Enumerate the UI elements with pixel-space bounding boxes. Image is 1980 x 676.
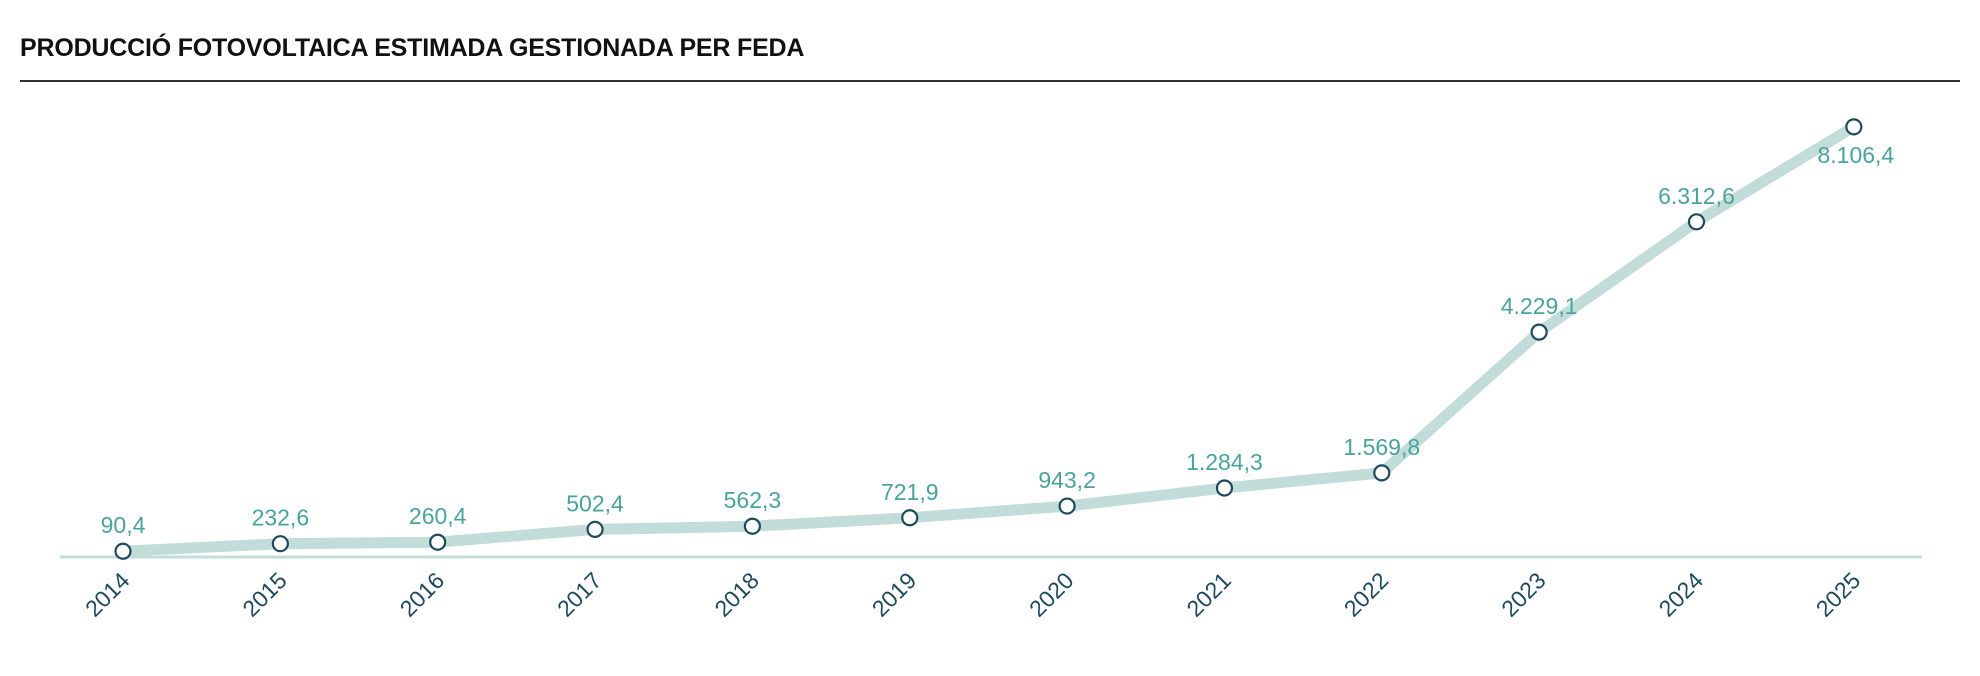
x-tick-label: 2017 xyxy=(552,567,607,622)
data-label: 6.312,6 xyxy=(1658,183,1735,209)
data-point xyxy=(1687,213,1706,231)
data-point xyxy=(1058,497,1076,515)
series-line xyxy=(117,121,1860,557)
data-label: 260,4 xyxy=(409,503,467,529)
title-divider xyxy=(20,80,1960,82)
chart-title: PRODUCCIÓ FOTOVOLTAICA ESTIMADA GESTIONA… xyxy=(20,34,805,62)
data-point xyxy=(1530,323,1548,341)
data-point xyxy=(1215,479,1234,497)
data-label: 721,9 xyxy=(881,479,939,505)
data-label: 1.284,3 xyxy=(1186,449,1263,475)
data-point xyxy=(1373,464,1391,482)
data-point xyxy=(743,517,762,535)
x-tick-label: 2022 xyxy=(1339,567,1394,622)
data-point xyxy=(586,520,604,539)
data-label: 562,3 xyxy=(724,487,782,513)
data-point xyxy=(271,535,289,553)
data-label: 232,6 xyxy=(252,505,310,531)
x-tick-label: 2016 xyxy=(395,567,450,622)
data-label: 502,4 xyxy=(566,490,624,516)
data-point xyxy=(114,542,132,560)
data-label: 8.106,4 xyxy=(1817,142,1894,168)
x-tick-label: 2019 xyxy=(867,567,922,622)
x-tick-label: 2015 xyxy=(237,567,292,622)
data-label: 90,4 xyxy=(101,512,146,538)
data-point xyxy=(901,509,919,527)
data-point xyxy=(429,533,447,551)
x-tick-label: 2024 xyxy=(1653,567,1708,622)
data-label: 1.569,8 xyxy=(1343,434,1420,460)
data-label: 943,2 xyxy=(1038,467,1096,493)
x-tick-label: 2025 xyxy=(1811,567,1866,622)
data-point xyxy=(1845,118,1863,136)
x-tick-label: 2023 xyxy=(1496,567,1551,622)
x-tick-label: 2021 xyxy=(1181,567,1236,622)
x-tick-label: 2018 xyxy=(709,567,764,622)
x-tick-label: 2020 xyxy=(1024,567,1079,622)
x-tick-label: 2014 xyxy=(80,567,135,622)
data-label: 4.229,1 xyxy=(1501,293,1578,319)
